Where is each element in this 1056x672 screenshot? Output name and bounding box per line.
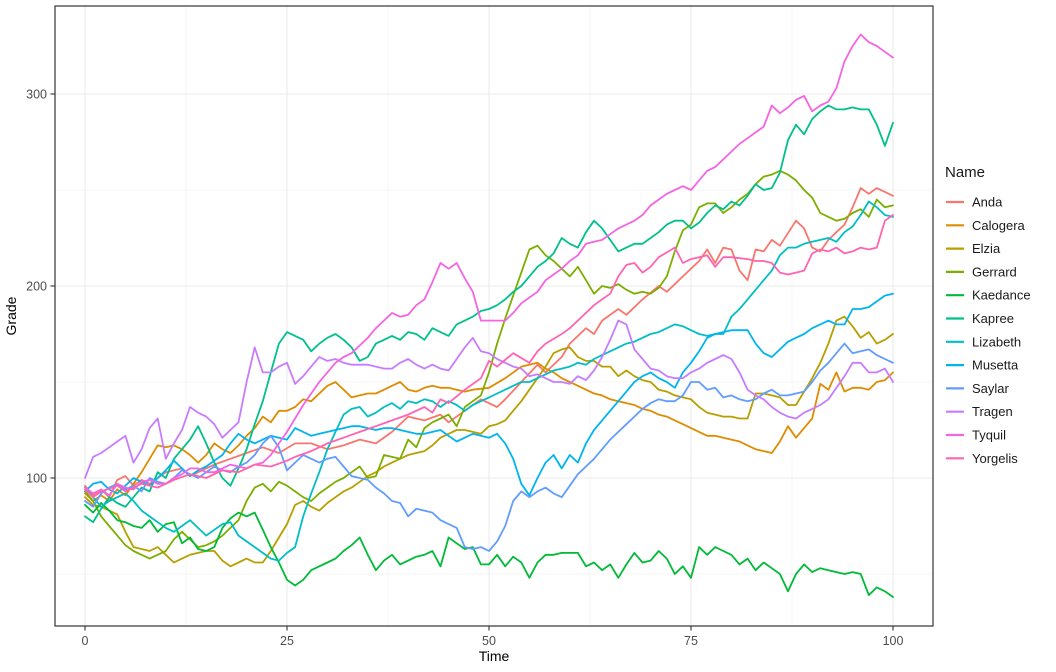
series-line-elzia bbox=[84, 315, 894, 568]
legend-label-gerrard: Gerrard bbox=[972, 264, 1017, 279]
legend-label-elzia: Elzia bbox=[972, 241, 1001, 256]
legend-label-kaedance: Kaedance bbox=[972, 288, 1031, 303]
x-tick-label: 100 bbox=[883, 634, 904, 648]
panel-background bbox=[55, 6, 933, 626]
series-line-lizabeth bbox=[84, 200, 894, 562]
series-line-gerrard bbox=[84, 169, 894, 560]
x-tick-label: 25 bbox=[280, 634, 294, 648]
x-tick-label: 75 bbox=[684, 634, 698, 648]
series-line-musetta bbox=[84, 292, 894, 497]
legend-label-lizabeth: Lizabeth bbox=[972, 334, 1021, 349]
y-tick-label: 200 bbox=[26, 280, 47, 294]
series-line-anda bbox=[84, 187, 894, 499]
series-line-tyquil bbox=[84, 33, 894, 497]
series-line-calogera bbox=[84, 361, 894, 502]
y-tick-label: 100 bbox=[26, 472, 47, 486]
legend-label-musetta: Musetta bbox=[972, 358, 1019, 373]
series-line-yorgelis bbox=[84, 214, 894, 499]
legend-label-yorgelis: Yorgelis bbox=[972, 451, 1018, 466]
panel-border bbox=[54, 5, 934, 627]
legend-label-tyquil: Tyquil bbox=[972, 428, 1006, 443]
y-tick-label: 300 bbox=[26, 88, 47, 102]
legend-label-tragen: Tragen bbox=[972, 404, 1013, 419]
legend-label-kapree: Kapree bbox=[972, 311, 1014, 326]
x-tick-label: 50 bbox=[482, 634, 496, 648]
series-line-kaedance bbox=[84, 502, 894, 598]
series-line-tragen bbox=[84, 319, 894, 479]
legend-label-anda: Anda bbox=[972, 195, 1003, 210]
series-line-kapree bbox=[84, 104, 894, 524]
legend-label-saylar: Saylar bbox=[972, 381, 1010, 396]
y-axis-title: Grade bbox=[3, 296, 19, 335]
x-axis-title: Time bbox=[479, 648, 510, 664]
x-tick-label: 0 bbox=[82, 634, 89, 648]
legend-label-calogera: Calogera bbox=[972, 218, 1026, 233]
legend-title: Name bbox=[945, 164, 985, 181]
